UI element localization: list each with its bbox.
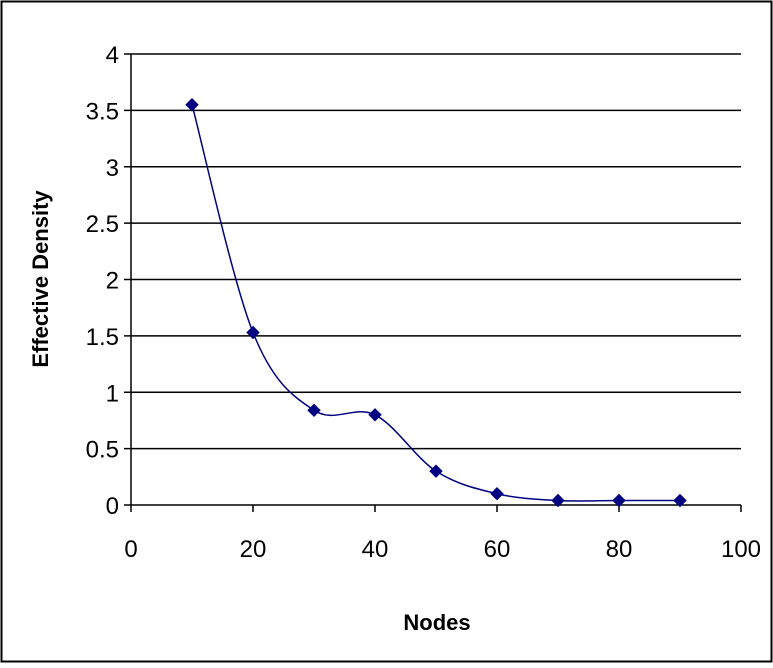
y-tick-label: 3.5: [86, 98, 119, 125]
data-point-marker: [246, 325, 260, 340]
x-tick-label: 60: [484, 536, 511, 563]
series-line: [191, 104, 680, 502]
data-point-marker: [368, 408, 382, 422]
data-point-marker: [673, 493, 687, 508]
axes: [124, 53, 742, 512]
x-tick-label: 20: [240, 536, 267, 563]
y-tick-label: 1.5: [86, 324, 119, 351]
y-tick-labels: 0 0.5 1 1.5 2 2.5 3 3.5 4: [86, 42, 119, 520]
data-point-marker: [490, 487, 504, 501]
data-point-marker: [429, 464, 443, 478]
x-tick-label: 0: [124, 536, 137, 563]
x-tick-label: 100: [721, 536, 761, 563]
data-point-marker: [551, 493, 565, 508]
gridlines: [131, 53, 741, 450]
x-tick-label: 40: [362, 536, 389, 563]
data-point-marker: [612, 493, 626, 508]
y-tick-label: 4: [106, 42, 119, 69]
x-tick-labels: 0 20 40 60 80 100: [124, 536, 761, 563]
y-tick-label: 3: [106, 155, 119, 182]
y-tick-label: 2: [106, 268, 119, 295]
y-tick-label: 1: [106, 380, 119, 407]
series: [185, 98, 687, 508]
y-tick-label: 0: [106, 493, 119, 520]
y-tick-label: 2.5: [86, 211, 119, 238]
y-tick-label: 0.5: [86, 437, 119, 464]
x-tick-label: 80: [606, 536, 633, 563]
data-point-marker: [307, 403, 321, 417]
y-axis-title: Effective Density: [28, 190, 53, 368]
data-point-marker: [185, 98, 199, 112]
x-axis-title: Nodes: [403, 610, 470, 635]
